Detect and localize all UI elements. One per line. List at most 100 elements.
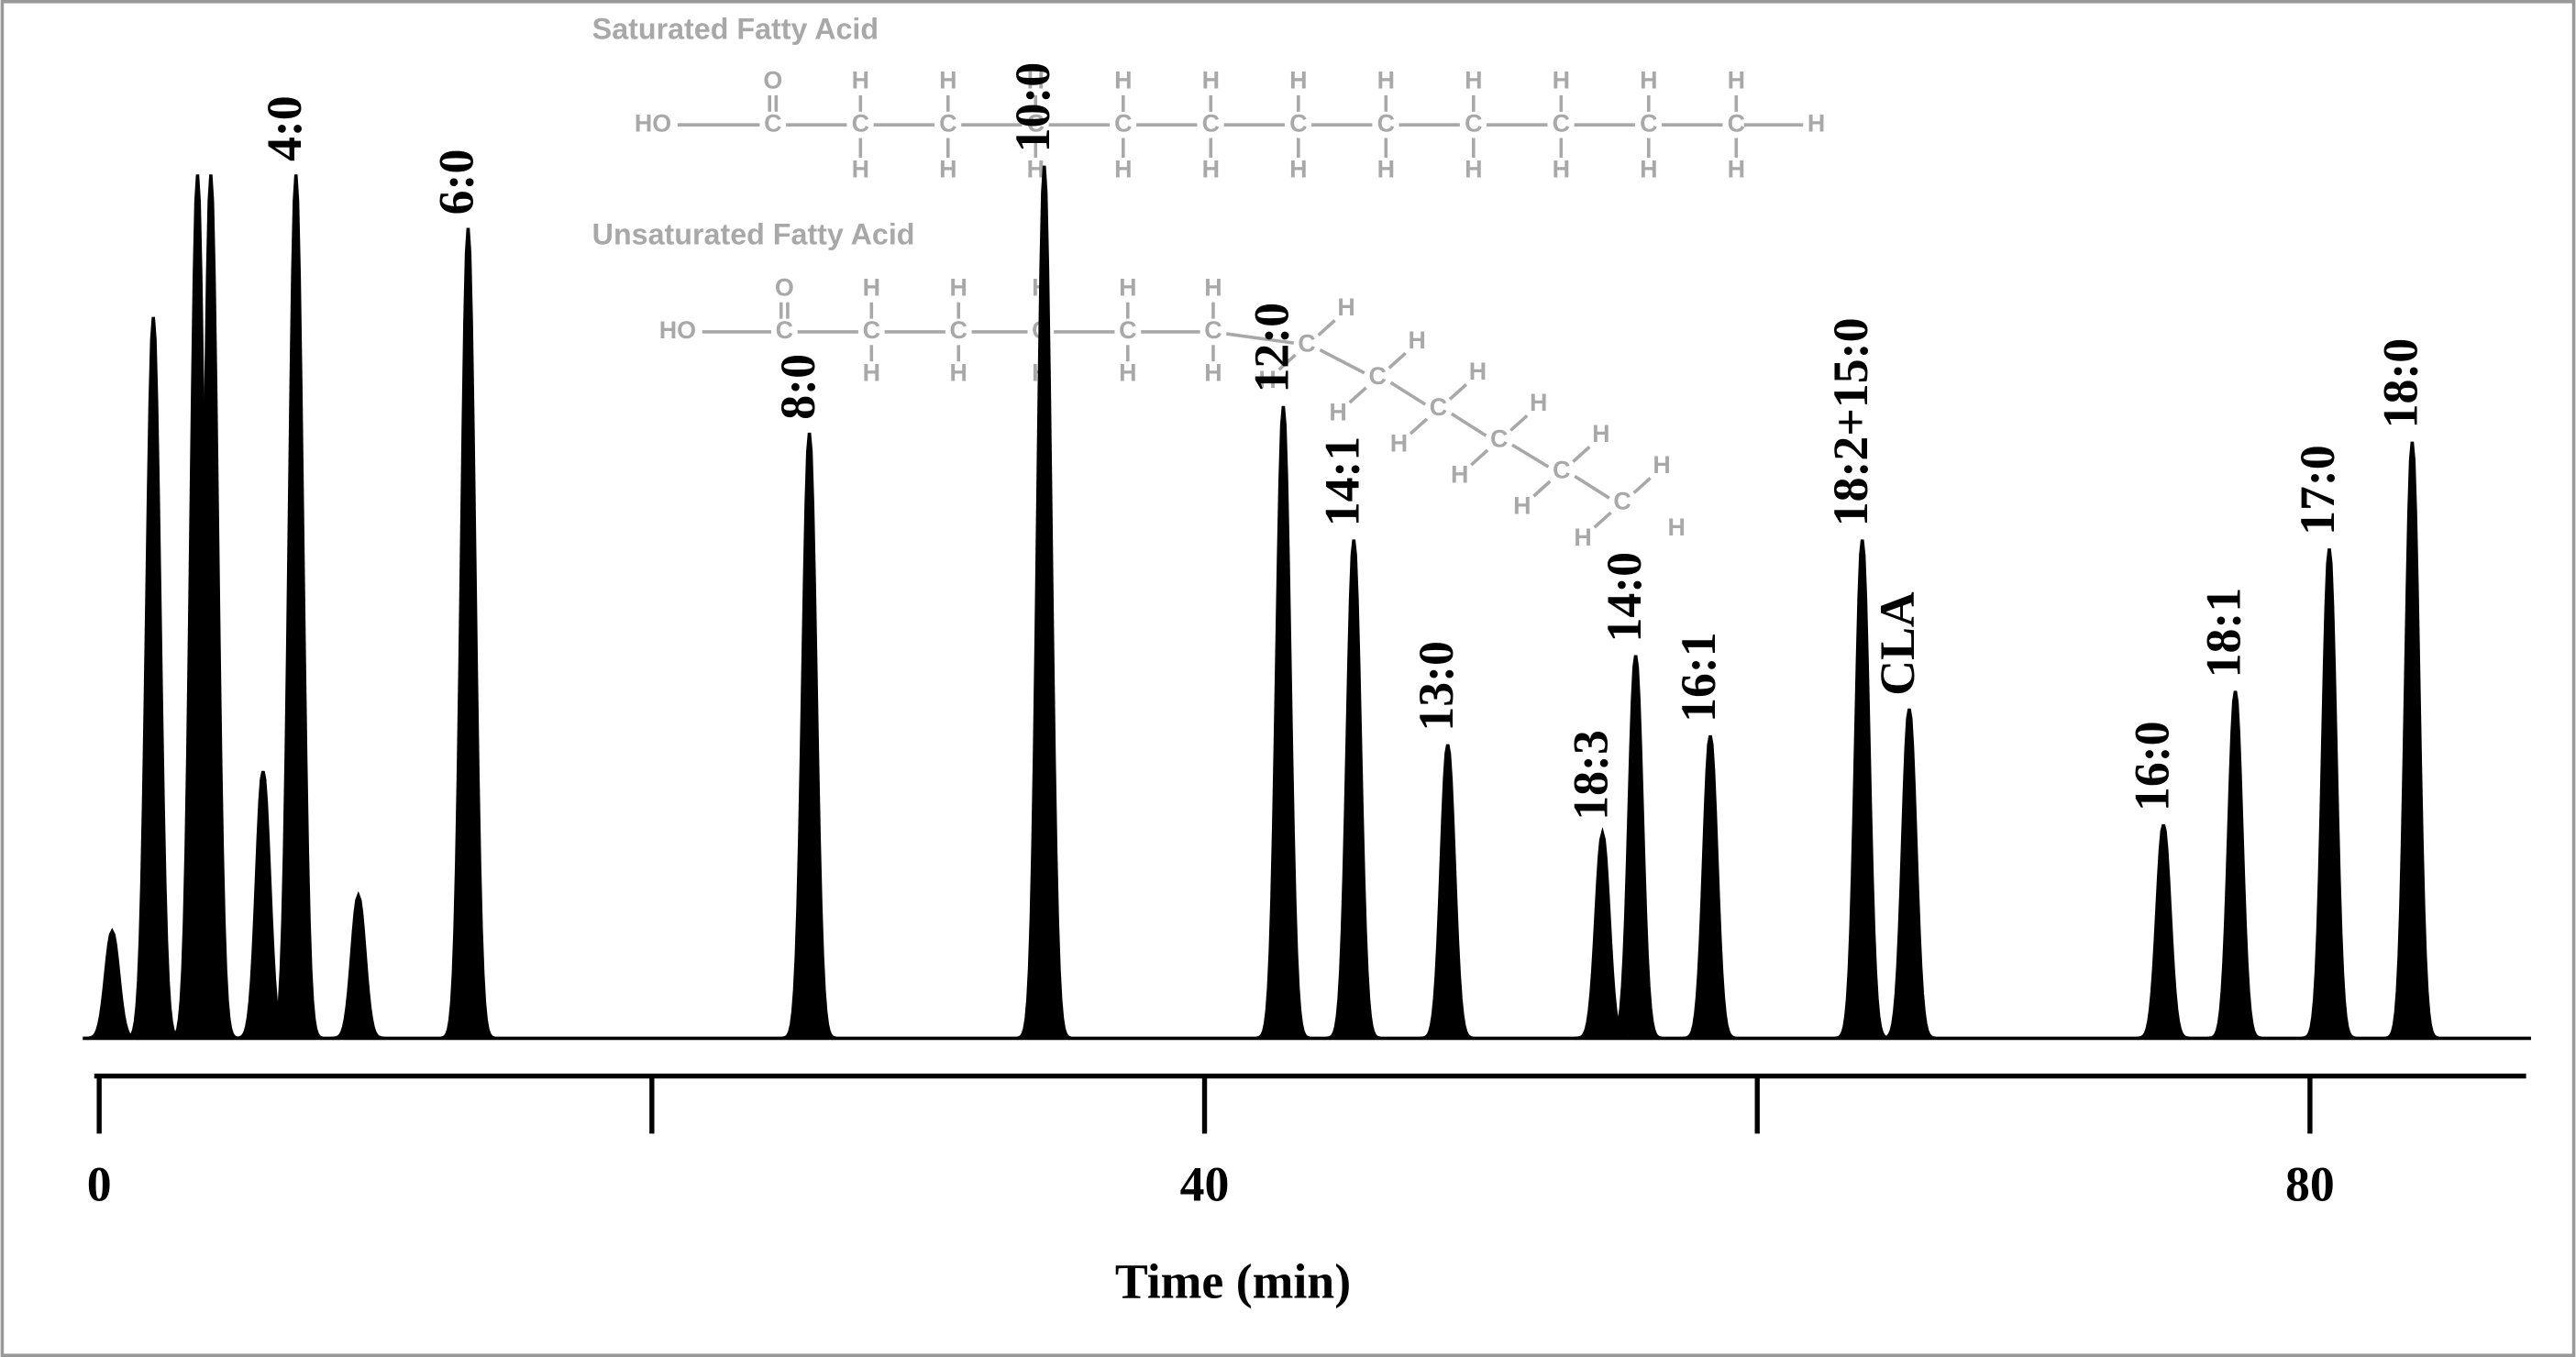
atom: C [1027, 109, 1045, 137]
atom: C [1202, 109, 1220, 137]
peak [1834, 539, 1889, 1040]
atom: H [950, 273, 967, 301]
atom: H [1640, 155, 1657, 182]
peak [781, 432, 836, 1040]
bond [1226, 332, 1295, 345]
atom: C [1204, 316, 1222, 344]
peak [2207, 690, 2262, 1041]
peak-label: 16:0 [2124, 721, 2179, 811]
atom: H [1465, 155, 1482, 182]
peak-label: 8:0 [770, 354, 825, 420]
atom: C [852, 109, 869, 137]
atom: H [863, 359, 880, 387]
atom: H [939, 67, 956, 94]
atom: HO [659, 316, 696, 344]
atom: H [1668, 513, 1686, 541]
atom: H [1808, 109, 1825, 137]
bond [1511, 443, 1550, 469]
peak [2135, 823, 2190, 1041]
atom: H [1258, 366, 1276, 393]
peak-label: 14:0 [1597, 552, 1652, 643]
atom: O [775, 273, 794, 301]
structure-title: Saturated Fatty Acid [592, 13, 879, 46]
structures: Saturated Fatty Acid Unsaturated Fatty Ac… [592, 13, 1826, 551]
atom: H [1377, 155, 1395, 182]
atom: H [1204, 359, 1222, 387]
atom: H [1513, 492, 1531, 520]
peak-label: 18:2+15:0 [1823, 318, 1878, 527]
atom: C [1114, 109, 1132, 137]
atom: H [1451, 461, 1468, 489]
atom: H [852, 155, 869, 182]
atom: H [1653, 451, 1670, 479]
bond [1572, 446, 1591, 463]
atom: C [1430, 393, 1447, 421]
atom: H [863, 273, 880, 301]
x-tick-label: 80 [2285, 1157, 2335, 1212]
bond [1389, 381, 1427, 406]
atom: C [1728, 109, 1745, 137]
peak-label: 6:0 [429, 149, 484, 215]
atom: H [1204, 273, 1222, 301]
atom: H [939, 155, 956, 182]
atom: O [763, 67, 782, 94]
peak-label: 18:0 [2373, 338, 2428, 429]
peak-label: 18:1 [2196, 588, 2251, 678]
peak-label: 4:0 [257, 95, 312, 161]
peak [83, 927, 139, 1041]
atom: H [1574, 524, 1591, 551]
structure-title: Unsaturated Fatty Acid [592, 218, 915, 251]
atom: H [1202, 155, 1220, 182]
atom: H [1553, 67, 1570, 94]
bond [1593, 511, 1612, 529]
atom: C [1490, 425, 1508, 452]
peak [439, 227, 495, 1040]
atom: H [1114, 67, 1132, 94]
atom: C [776, 316, 793, 344]
atom: H [1202, 67, 1220, 94]
atom: C [1298, 329, 1315, 357]
peak-label: 18:3 [1564, 730, 1619, 821]
atom: H [1592, 420, 1609, 447]
atom: C [764, 109, 781, 137]
x-tick-label: 0 [87, 1157, 112, 1212]
peak [1608, 655, 1663, 1041]
bond [1388, 351, 1407, 370]
bond [1532, 480, 1552, 498]
peak [2383, 441, 2439, 1040]
peak [330, 890, 385, 1041]
peak-label: 12:0 [1244, 303, 1299, 393]
bond [1470, 448, 1489, 467]
atom: H [1530, 389, 1547, 416]
atom: HO [635, 109, 671, 137]
bond [1509, 414, 1529, 432]
atom: H [1377, 67, 1395, 94]
bond [1319, 348, 1365, 375]
atom: C [1377, 109, 1395, 137]
peak [2301, 548, 2356, 1040]
peak [1325, 539, 1381, 1040]
atom: C [1553, 109, 1570, 137]
peak-label: 16:1 [1671, 632, 1726, 723]
atom: C [1368, 362, 1386, 390]
atom: C [863, 316, 880, 344]
x-tick-label: 40 [1180, 1157, 1230, 1212]
atom: C [1289, 109, 1307, 137]
atom: H [1289, 67, 1307, 94]
atom: C [1640, 109, 1657, 137]
atom: H [1337, 293, 1354, 321]
atom: H [1728, 67, 1745, 94]
atom: H [1390, 430, 1408, 458]
atom: H [1027, 67, 1045, 94]
atom: H [1640, 67, 1657, 94]
peak-label: 14:1 [1314, 436, 1369, 527]
peak [182, 174, 238, 1040]
atom: H [1465, 67, 1482, 94]
atom: H [950, 359, 967, 387]
x-axis-title: Time (min) [1115, 1253, 1351, 1308]
peak-label: 10:0 [1005, 62, 1060, 153]
peak [1881, 708, 1936, 1041]
atom: H [1119, 273, 1136, 301]
bond [1632, 477, 1652, 494]
